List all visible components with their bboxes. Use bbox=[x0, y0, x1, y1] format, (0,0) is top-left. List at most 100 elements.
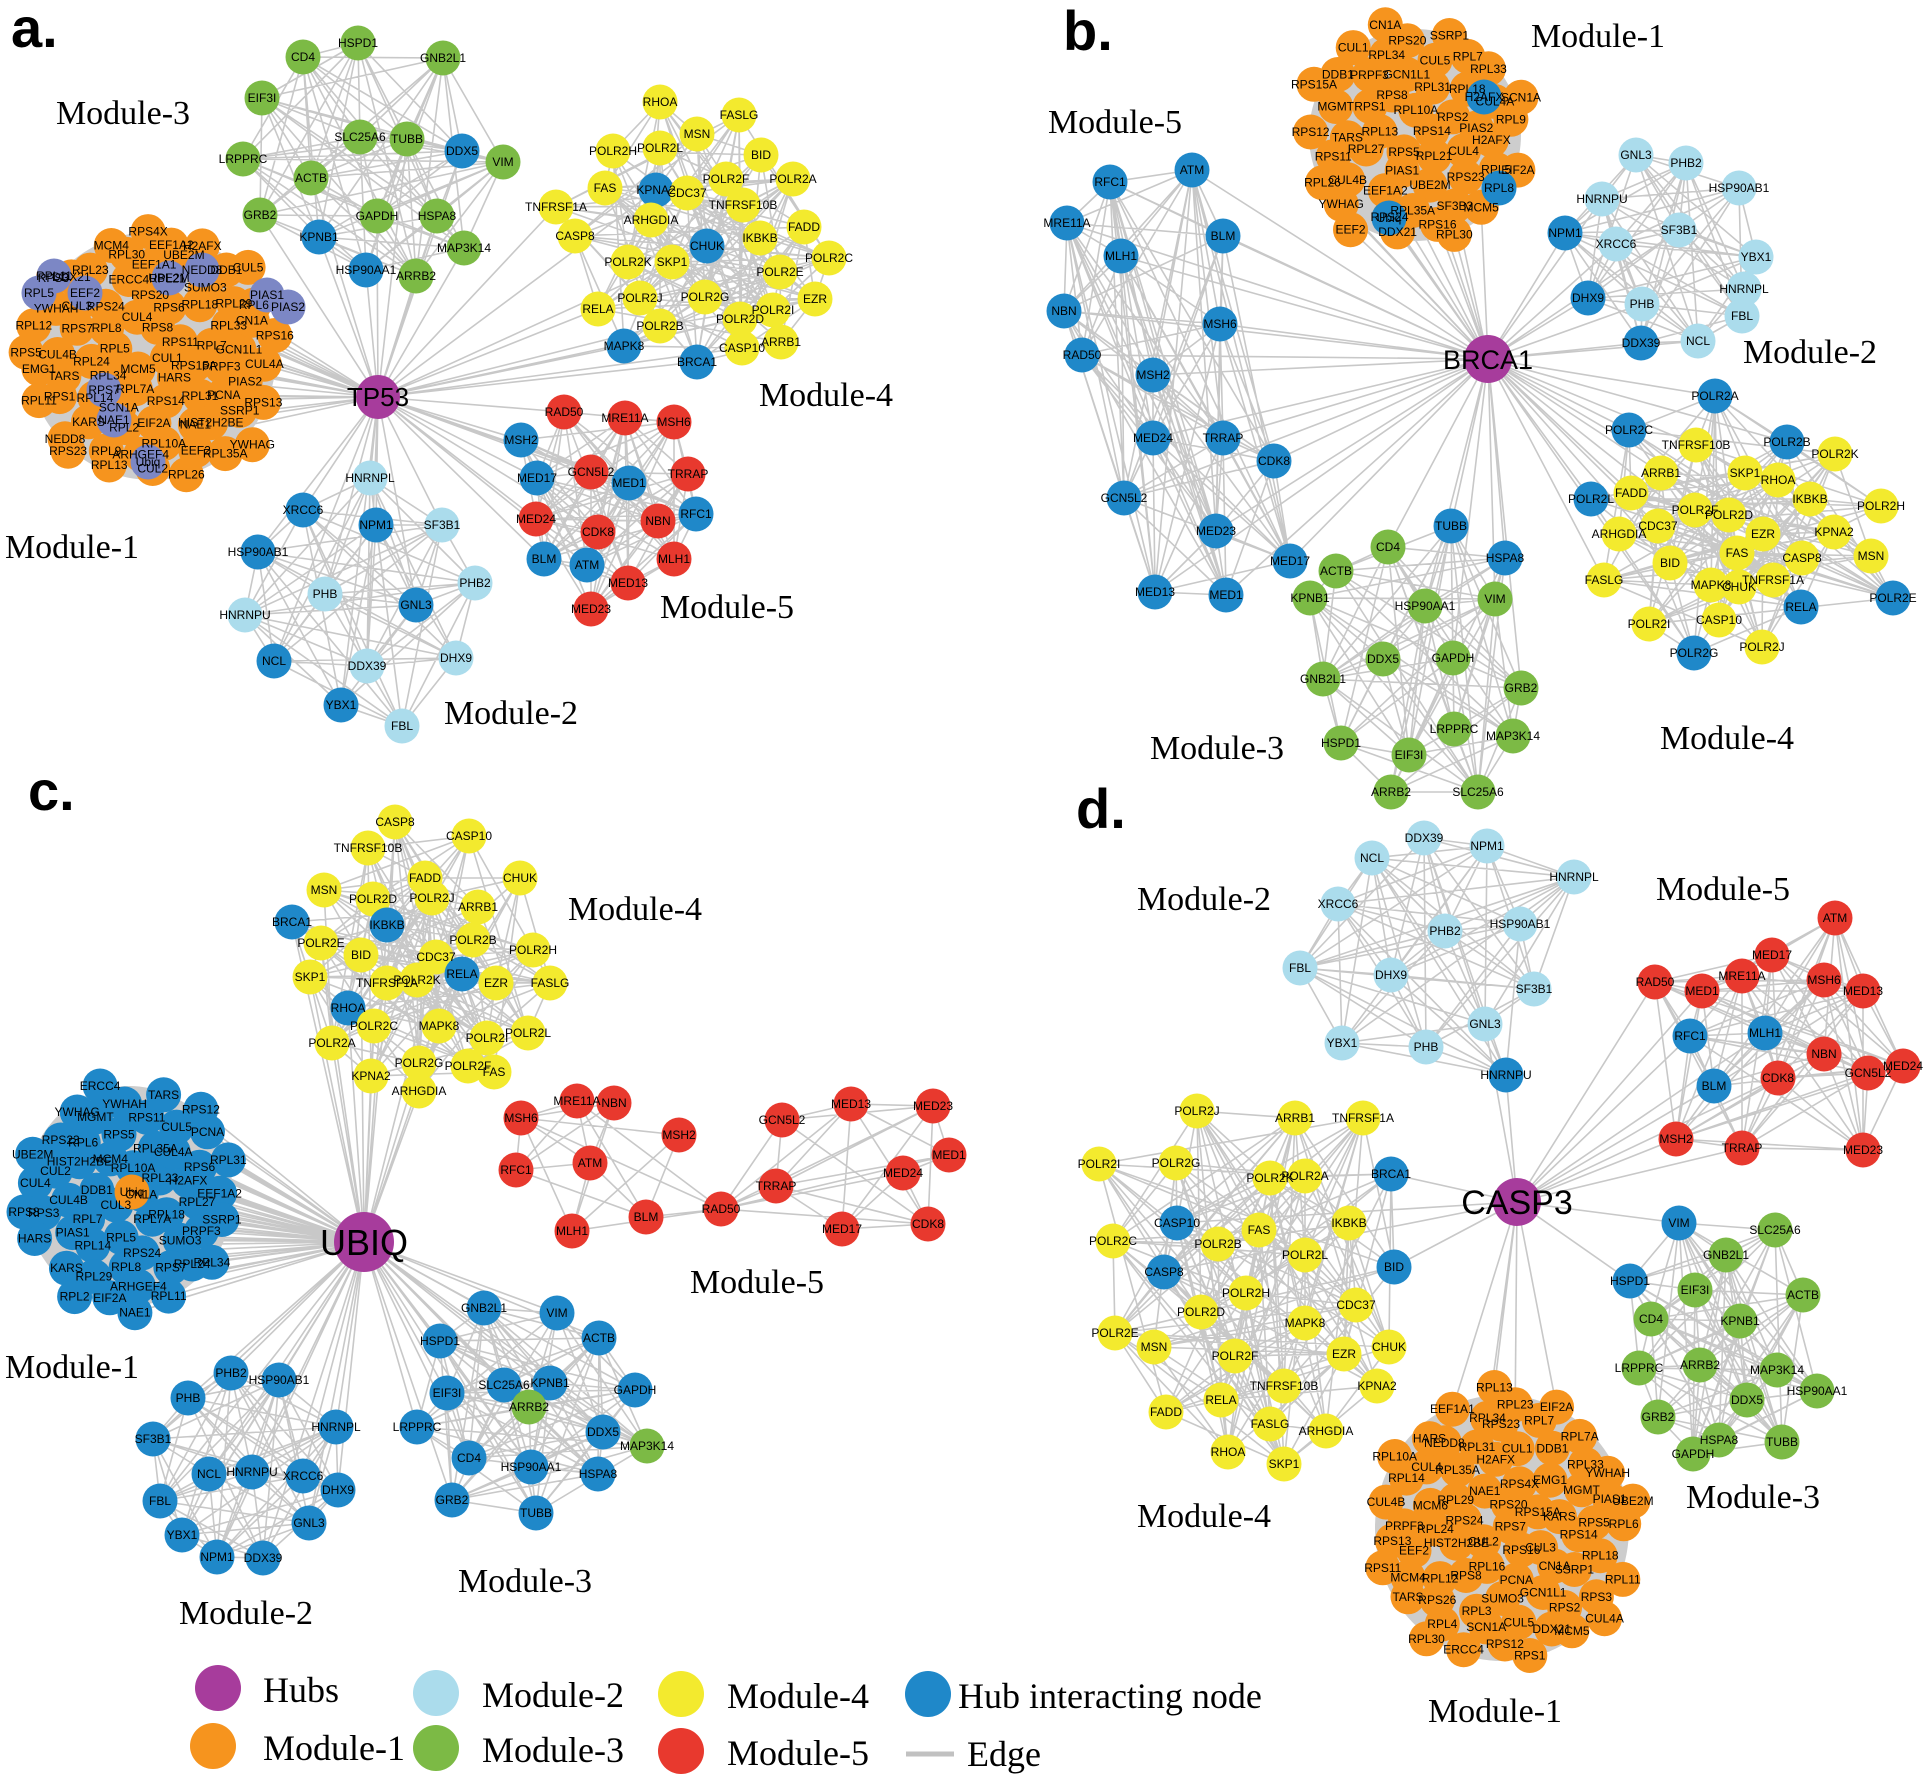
svg-text:RPS23: RPS23 bbox=[1482, 1417, 1520, 1431]
svg-text:CUL4: CUL4 bbox=[1411, 1460, 1442, 1474]
svg-text:ACTB: ACTB bbox=[1787, 1288, 1819, 1302]
svg-text:RPL9: RPL9 bbox=[1496, 112, 1526, 126]
svg-text:EIF3I: EIF3I bbox=[248, 91, 277, 105]
svg-text:CHUK: CHUK bbox=[503, 871, 537, 885]
svg-text:EEF1A1: EEF1A1 bbox=[1430, 1402, 1475, 1416]
svg-text:NAE1: NAE1 bbox=[1469, 1484, 1501, 1498]
svg-text:MED17: MED17 bbox=[1752, 948, 1792, 962]
svg-text:CUL4A: CUL4A bbox=[154, 1145, 193, 1159]
svg-text:FADD: FADD bbox=[1150, 1405, 1182, 1419]
svg-text:RPS16: RPS16 bbox=[1502, 1543, 1540, 1557]
svg-text:RPL18: RPL18 bbox=[1582, 1549, 1619, 1563]
svg-text:POLR2F: POLR2F bbox=[1212, 1349, 1259, 1363]
svg-text:HNRNPL: HNRNPL bbox=[1549, 870, 1599, 884]
svg-text:RPL33: RPL33 bbox=[1470, 62, 1507, 76]
svg-text:SKP1: SKP1 bbox=[657, 255, 688, 269]
svg-text:VIM: VIM bbox=[546, 1306, 567, 1320]
svg-text:TUBB: TUBB bbox=[1766, 1435, 1798, 1449]
svg-text:MSH2: MSH2 bbox=[1136, 368, 1170, 382]
svg-text:POLR2D: POLR2D bbox=[1705, 508, 1753, 522]
svg-text:PHB: PHB bbox=[1630, 297, 1655, 311]
svg-text:ACTB: ACTB bbox=[583, 1331, 615, 1345]
svg-text:MAPK8: MAPK8 bbox=[1691, 578, 1732, 592]
svg-text:BRCA1: BRCA1 bbox=[1371, 1167, 1411, 1181]
svg-text:POLR2F: POLR2F bbox=[1672, 503, 1719, 517]
svg-text:CUL1: CUL1 bbox=[1338, 41, 1369, 55]
svg-text:PHB2: PHB2 bbox=[1670, 156, 1702, 170]
svg-text:CUL3: CUL3 bbox=[61, 299, 92, 313]
svg-text:MED1: MED1 bbox=[1685, 984, 1719, 998]
svg-text:TRRAP: TRRAP bbox=[1722, 1141, 1763, 1155]
svg-text:ARRB2: ARRB2 bbox=[396, 269, 436, 283]
svg-text:CUL4: CUL4 bbox=[20, 1176, 51, 1190]
svg-text:EMG1: EMG1 bbox=[1533, 1473, 1567, 1487]
svg-text:GAPDH: GAPDH bbox=[614, 1383, 657, 1397]
svg-text:CUL3: CUL3 bbox=[1525, 1541, 1556, 1555]
svg-text:DHX9: DHX9 bbox=[440, 651, 472, 665]
svg-text:ARRB2: ARRB2 bbox=[509, 1400, 549, 1414]
svg-text:MED1: MED1 bbox=[612, 476, 646, 490]
svg-text:SUMO3: SUMO3 bbox=[1481, 1592, 1524, 1606]
svg-text:FAS: FAS bbox=[483, 1065, 506, 1079]
svg-text:CUL4B: CUL4B bbox=[1367, 1495, 1406, 1509]
svg-text:RPL29: RPL29 bbox=[216, 297, 253, 311]
svg-text:MSN: MSN bbox=[684, 127, 711, 141]
svg-text:YWHAG: YWHAG bbox=[1319, 197, 1364, 211]
svg-text:RPS1: RPS1 bbox=[1354, 99, 1386, 113]
svg-text:POLR2J: POLR2J bbox=[617, 291, 662, 305]
svg-text:RPL23: RPL23 bbox=[142, 1171, 179, 1185]
svg-text:H2AFX: H2AFX bbox=[1465, 90, 1504, 104]
svg-text:Module-4: Module-4 bbox=[727, 1676, 869, 1716]
svg-text:Module-1: Module-1 bbox=[263, 1728, 405, 1768]
svg-text:MAPK8: MAPK8 bbox=[419, 1019, 460, 1033]
svg-text:EEF1A1: EEF1A1 bbox=[132, 257, 177, 271]
svg-text:PIAS1: PIAS1 bbox=[56, 1226, 90, 1240]
svg-text:POLR2C: POLR2C bbox=[350, 1019, 398, 1033]
svg-text:YWHAH: YWHAH bbox=[102, 1097, 147, 1111]
svg-text:DDB1: DDB1 bbox=[1536, 1441, 1568, 1455]
svg-text:POLR2L: POLR2L bbox=[1568, 492, 1614, 506]
svg-text:CASP10: CASP10 bbox=[719, 341, 765, 355]
svg-text:GAPDH: GAPDH bbox=[1432, 651, 1475, 665]
svg-text:POLR2F: POLR2F bbox=[703, 172, 750, 186]
svg-text:CDK8: CDK8 bbox=[582, 525, 614, 539]
svg-text:RPS20: RPS20 bbox=[131, 288, 169, 302]
svg-text:MED1: MED1 bbox=[932, 1148, 966, 1162]
svg-text:GNB2L1: GNB2L1 bbox=[1703, 1248, 1749, 1262]
svg-text:RPL34: RPL34 bbox=[1469, 1411, 1506, 1425]
svg-text:ARHGDIA: ARHGDIA bbox=[392, 1084, 447, 1098]
svg-text:MAPK8: MAPK8 bbox=[604, 339, 645, 353]
svg-text:POLR2F: POLR2F bbox=[445, 1059, 492, 1073]
svg-text:IKBKB: IKBKB bbox=[1792, 492, 1827, 506]
svg-text:RPS1: RPS1 bbox=[1514, 1649, 1546, 1663]
svg-text:CD4: CD4 bbox=[291, 50, 315, 64]
svg-text:ATM: ATM bbox=[575, 558, 599, 572]
svg-text:Module-1: Module-1 bbox=[1531, 18, 1665, 55]
svg-text:TUBB: TUBB bbox=[1435, 519, 1467, 533]
svg-text:KPNA2: KPNA2 bbox=[1357, 1379, 1397, 1393]
svg-text:TUBB: TUBB bbox=[391, 132, 423, 146]
svg-text:IKBKB: IKBKB bbox=[742, 231, 777, 245]
svg-text:RPS7: RPS7 bbox=[88, 383, 120, 397]
svg-text:RPS15A: RPS15A bbox=[1291, 77, 1337, 91]
svg-text:VIM: VIM bbox=[1484, 592, 1505, 606]
svg-text:POLR2K: POLR2K bbox=[393, 973, 440, 987]
svg-text:PIAS2: PIAS2 bbox=[1459, 121, 1493, 135]
svg-text:GNB2L1: GNB2L1 bbox=[1300, 672, 1346, 686]
svg-text:POLR2J: POLR2J bbox=[1739, 640, 1784, 654]
svg-text:DDX21: DDX21 bbox=[52, 270, 91, 284]
svg-text:EIF2A: EIF2A bbox=[1540, 1400, 1573, 1414]
svg-text:NPM1: NPM1 bbox=[1470, 839, 1504, 853]
svg-text:Module-2: Module-2 bbox=[1743, 334, 1877, 371]
svg-text:MCM4: MCM4 bbox=[93, 1152, 129, 1166]
svg-text:KPNA2: KPNA2 bbox=[1814, 525, 1854, 539]
svg-text:MED23: MED23 bbox=[913, 1099, 953, 1113]
svg-text:Edge: Edge bbox=[967, 1734, 1041, 1774]
svg-text:VIM: VIM bbox=[492, 155, 513, 169]
svg-text:SF3B1: SF3B1 bbox=[135, 1432, 172, 1446]
svg-text:POLR2B: POLR2B bbox=[1194, 1237, 1241, 1251]
svg-text:TUBB: TUBB bbox=[520, 1506, 552, 1520]
svg-text:RPL23: RPL23 bbox=[72, 263, 109, 277]
svg-text:CDC37: CDC37 bbox=[667, 186, 707, 200]
svg-text:RPL18: RPL18 bbox=[181, 298, 218, 312]
